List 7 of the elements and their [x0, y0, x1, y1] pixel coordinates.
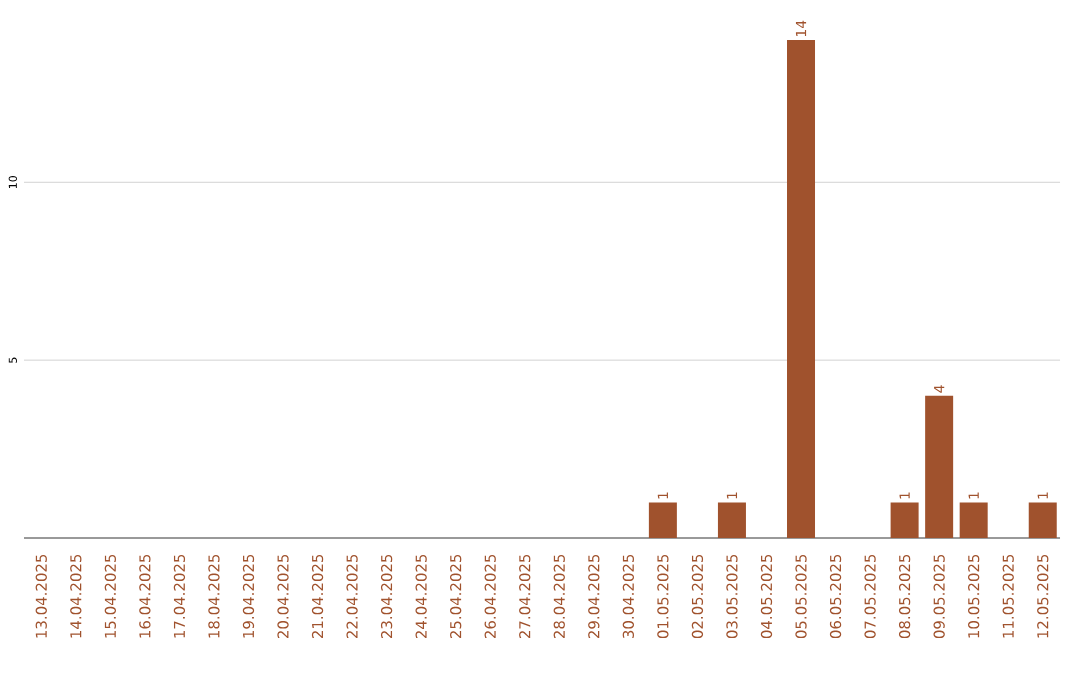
bar — [787, 39, 816, 538]
bar — [1028, 502, 1057, 538]
bar — [959, 502, 988, 538]
bar — [925, 395, 954, 538]
bar — [648, 502, 677, 538]
bar — [717, 502, 746, 538]
bar — [890, 502, 919, 538]
